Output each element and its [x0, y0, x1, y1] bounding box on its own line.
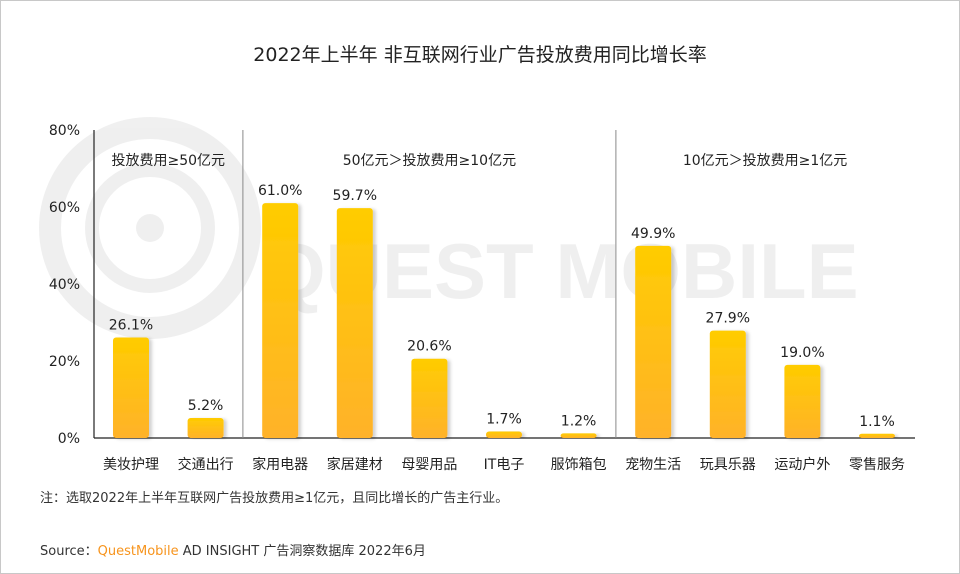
- bar: [262, 203, 299, 438]
- category-label: IT电子: [484, 457, 525, 473]
- category-label: 交通出行: [178, 456, 234, 473]
- data-label: 1.2%: [561, 413, 597, 429]
- category-label: 美妆护理: [103, 457, 159, 473]
- group-label: 50亿元＞投放费用≥10亿元: [343, 153, 516, 169]
- data-label: 59.7%: [333, 188, 377, 204]
- category-label: 母婴用品: [401, 457, 457, 473]
- y-tick-label: 0%: [58, 431, 80, 447]
- source-line: Source：QuestMobile AD INSIGHT 广告洞察数据库 20…: [40, 540, 426, 559]
- source-brand: QuestMobile: [97, 544, 179, 559]
- y-tick-label: 40%: [49, 277, 80, 293]
- bar: [560, 433, 597, 438]
- bar: [486, 431, 522, 438]
- data-label: 1.7%: [486, 411, 522, 427]
- y-tick-label: 20%: [49, 354, 80, 370]
- data-label: 26.1%: [109, 318, 153, 334]
- data-label: 1.1%: [859, 414, 895, 430]
- bar: [113, 337, 149, 438]
- bar: [336, 208, 373, 438]
- source-prefix: Source：: [40, 544, 98, 559]
- category-label: 服饰箱包: [551, 457, 607, 473]
- category-label: 家用电器: [252, 456, 308, 473]
- bar: [709, 330, 746, 438]
- y-tick-label: 60%: [49, 200, 80, 216]
- data-label: 5.2%: [188, 398, 224, 414]
- chart-title: 2022年上半年 非互联网行业广告投放费用同比增长率: [253, 44, 707, 66]
- bar: [784, 364, 821, 438]
- source-rest: AD INSIGHT 广告洞察数据库 2022年6月: [178, 544, 426, 559]
- bar: [187, 417, 224, 438]
- category-label: 玩具乐器: [700, 457, 756, 473]
- data-label: 27.9%: [706, 311, 750, 327]
- group-label: 10亿元＞投放费用≥1亿元: [683, 153, 847, 169]
- category-label: 宠物生活: [625, 457, 681, 473]
- bar: [411, 358, 448, 438]
- data-label: 61.0%: [258, 183, 302, 199]
- footnote: 注：选取2022年上半年互联网广告投放费用≥1亿元，且同比增长的广告主行业。: [40, 491, 509, 506]
- group-label: 投放费用≥50亿元: [112, 153, 226, 169]
- category-label: 零售服务: [849, 457, 905, 473]
- category-label: 家居建材: [327, 456, 383, 473]
- y-tick-label: 80%: [49, 123, 80, 139]
- data-label: 20.6%: [407, 339, 451, 355]
- category-label: 运动户外: [774, 456, 830, 473]
- data-label: 19.0%: [780, 345, 824, 361]
- bar: [635, 245, 672, 438]
- data-label: 49.9%: [631, 226, 675, 242]
- bar: [859, 433, 895, 438]
